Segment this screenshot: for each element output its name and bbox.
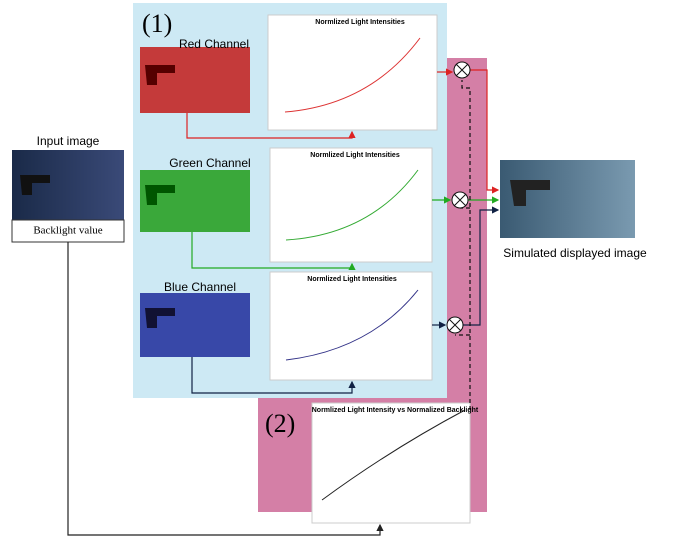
diagram: Input image Backlight value (1) Red Chan… — [0, 0, 680, 538]
chart-title: Normlized Light Intensity vs Normalized … — [312, 407, 479, 414]
channel-label: Green Channel — [169, 156, 250, 170]
channel-label: Red Channel — [179, 37, 249, 51]
input-label: Input image — [37, 134, 100, 148]
chart-title: Normlized Light Intensities — [307, 276, 397, 283]
chart-title: Normlized Light Intensities — [315, 19, 405, 26]
backlight-label: Backlight value — [33, 225, 102, 237]
output-label: Simulated displayed image — [503, 246, 647, 260]
channel-label: Blue Channel — [164, 280, 236, 294]
chart-title: Normlized Light Intensities — [310, 152, 400, 159]
panel-label: (1) — [142, 9, 172, 38]
panel-label: (2) — [265, 409, 295, 438]
